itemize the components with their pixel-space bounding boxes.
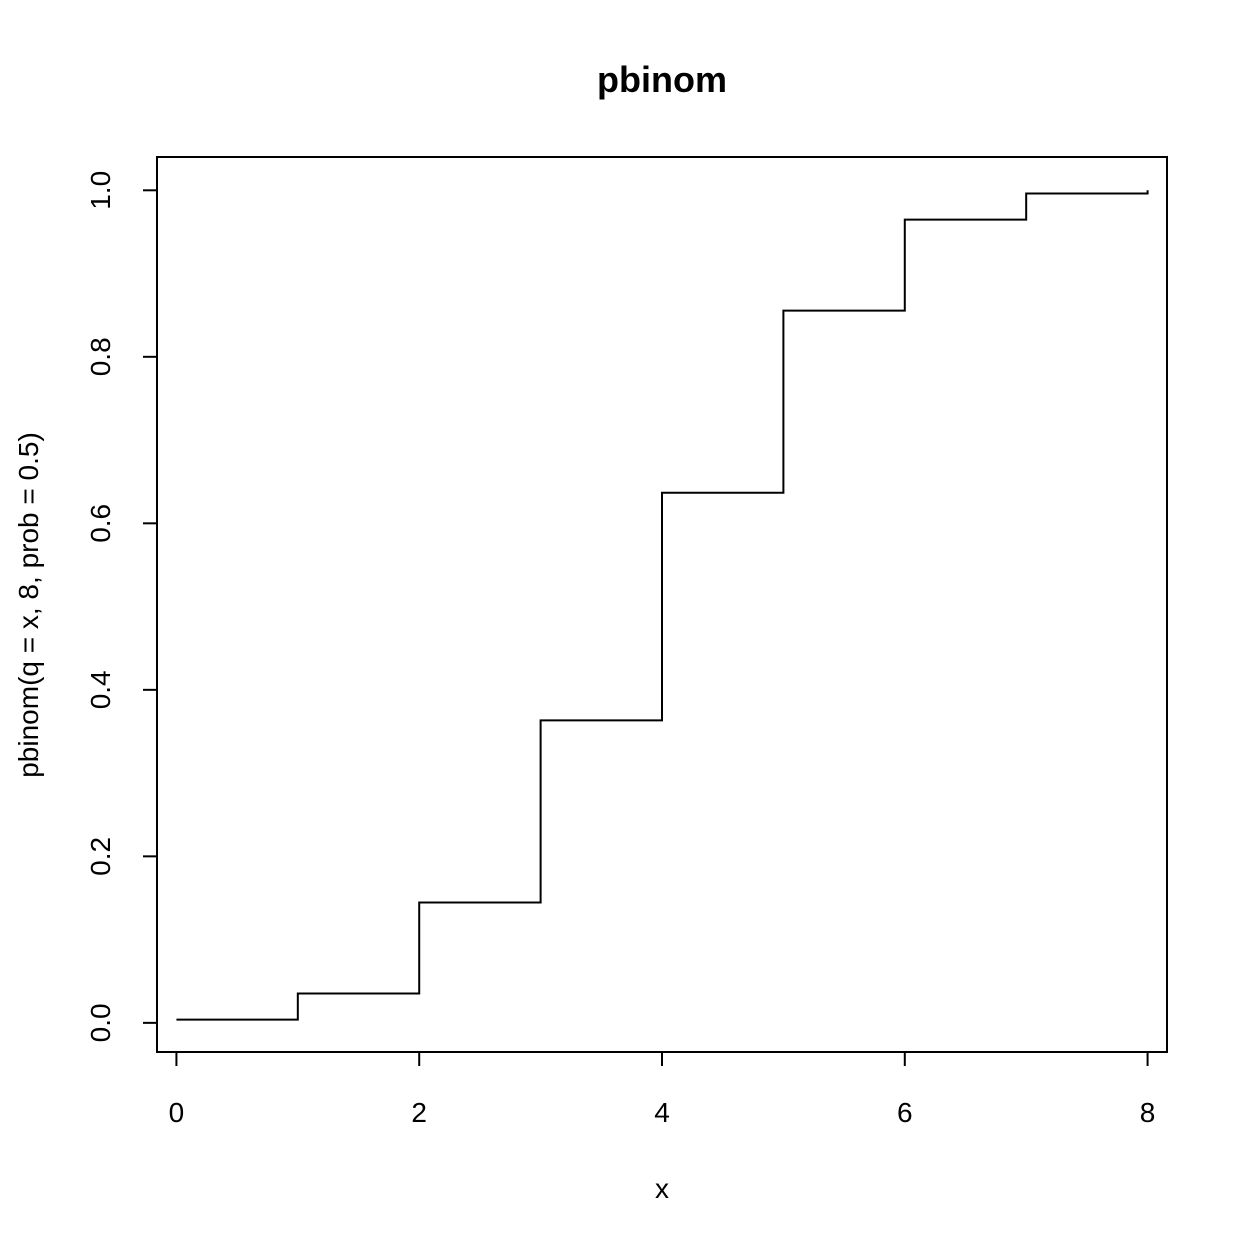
x-axis-label: x — [655, 1173, 669, 1204]
x-tick-label: 8 — [1140, 1097, 1156, 1128]
y-tick-label: 0.8 — [85, 337, 116, 376]
y-tick-label: 0.2 — [85, 837, 116, 876]
y-tick-label: 0.0 — [85, 1003, 116, 1042]
y-axis-label: pbinom(q = x, 8, prob = 0.5) — [13, 432, 44, 778]
x-tick-label: 6 — [897, 1097, 913, 1128]
chart-title: pbinom — [597, 59, 727, 100]
y-tick-label: 0.4 — [85, 670, 116, 709]
y-axis: 0.0 0.2 0.4 0.6 0.8 1.0 — [85, 171, 158, 1042]
step-series-line — [176, 190, 1149, 1021]
x-tick-label: 4 — [654, 1097, 670, 1128]
y-tick-label: 1.0 — [85, 171, 116, 210]
series-layer — [176, 190, 1149, 1021]
x-tick-label: 0 — [169, 1097, 185, 1128]
x-tick-label: 2 — [411, 1097, 427, 1128]
y-tick-label: 0.6 — [85, 504, 116, 543]
x-axis: 0 2 4 6 8 — [169, 1051, 1156, 1128]
